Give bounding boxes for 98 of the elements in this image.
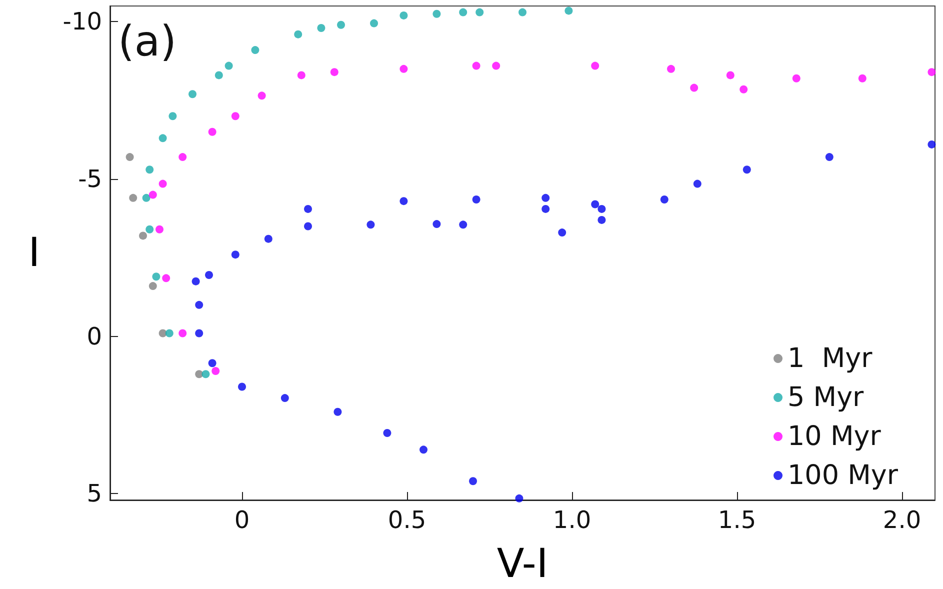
point [195,370,204,378]
point [472,196,480,204]
point [238,382,246,391]
point [126,153,134,162]
y-tick-label: 0 [86,322,102,350]
point [178,329,187,338]
point [162,274,170,282]
point [432,220,441,228]
point [400,197,408,206]
point [337,20,345,29]
point [146,225,154,234]
point [459,220,468,229]
point [212,366,220,375]
point [334,408,342,416]
point [251,46,260,54]
point [542,204,550,213]
legend-label: 1 Myr [788,343,874,374]
point [148,282,157,290]
point [469,477,477,486]
point [370,19,378,28]
point [208,128,216,136]
point [383,428,392,437]
x-tick-label: 0.5 [388,506,426,534]
y-tick-label: 5 [86,480,102,508]
point [139,232,147,240]
point [726,71,734,80]
point [224,62,233,70]
point [432,10,441,18]
point [928,140,936,148]
point [660,196,668,204]
point [168,112,177,120]
point [146,166,154,174]
point [208,359,216,368]
point [231,250,240,259]
point [400,11,408,20]
point [667,64,675,73]
point [195,300,204,309]
point [598,216,606,224]
y-tick-label: -10 [62,8,102,36]
point [297,71,306,80]
point [928,68,936,76]
point [165,329,174,338]
point [214,71,223,80]
point [476,8,484,16]
point [472,62,480,70]
point [459,8,468,16]
point [188,90,196,98]
point [330,68,338,76]
point [205,271,213,280]
point [693,180,702,188]
point [564,6,573,15]
point [515,494,524,502]
point [304,222,312,230]
x-tick-label: 1.0 [552,506,592,534]
point [231,112,240,120]
x-tick-label: 0 [234,506,250,534]
point [598,204,606,213]
point [317,24,326,32]
x-tick-label: 1.5 [718,506,756,534]
point [542,194,550,202]
annotation: (a) [118,16,177,66]
legend-label: 100 Myr [788,460,899,491]
point [294,30,302,38]
point [156,225,164,234]
point [264,234,272,243]
point [158,180,167,188]
point [280,394,289,402]
x-axis-title: V-I [496,541,548,587]
point [492,62,500,70]
point [591,200,600,208]
legend-label: 10 Myr [788,421,882,452]
point [558,228,566,237]
point [129,194,138,202]
point [304,204,312,213]
point [518,8,526,16]
point [195,329,204,338]
point [152,272,160,281]
x-tick-label: 2.0 [882,506,922,534]
point [792,74,800,82]
point [690,84,698,92]
point [591,62,600,70]
point [192,277,200,286]
point [420,446,428,454]
point [258,92,266,100]
point [202,370,210,378]
point [400,64,408,73]
point [858,74,866,82]
y-tick-label: -5 [78,165,102,194]
point [366,220,375,229]
point [740,85,748,94]
point [142,194,150,202]
point [148,190,157,199]
point [158,134,167,142]
legend-label: 5 Myr [788,382,865,413]
y-axis-title: I [28,230,40,276]
point [742,166,751,174]
point [825,153,834,162]
point [178,153,187,162]
